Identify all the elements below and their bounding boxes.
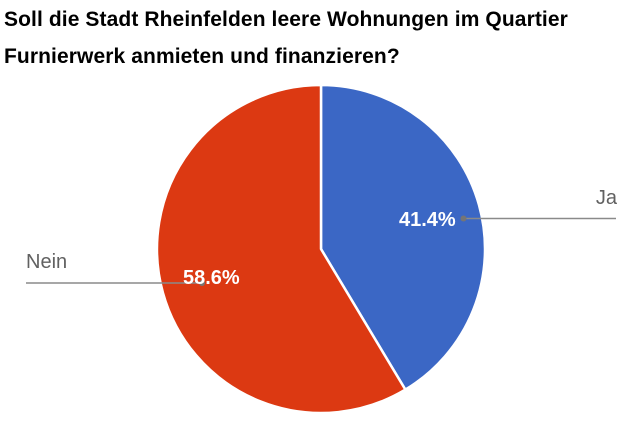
slice-category-label-nein: Nein (26, 251, 68, 273)
slice-percent-label-nein: 58.6% (183, 267, 240, 289)
leader-dot-ja (460, 215, 467, 222)
chart-title: Soll die Stadt Rheinfelden leere Wohnung… (4, 8, 568, 68)
pie-slice-nein[interactable] (155, 83, 407, 415)
leader-dot-nein (199, 280, 205, 286)
pie-slices (155, 83, 487, 415)
slice-percent-label-ja: 41.4% (399, 209, 456, 231)
slice-category-label-ja: Ja (595, 187, 617, 209)
pie-slice-ja[interactable] (319, 83, 487, 391)
